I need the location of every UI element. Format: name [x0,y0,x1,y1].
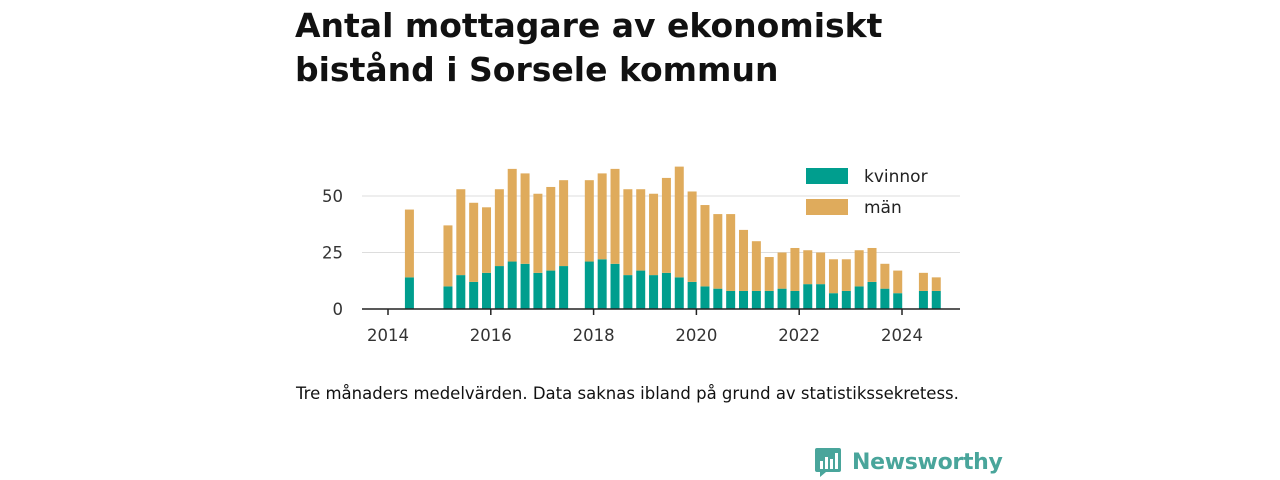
bar-kvinnor [507,261,517,309]
bar-man [687,191,697,282]
legend-swatch-man [806,199,848,215]
bar-kvinnor [456,275,466,309]
x-tick-label: 2014 [367,326,409,345]
bar-kvinnor [931,290,941,309]
bar-man [494,189,504,267]
bar-kvinnor [610,263,620,309]
bar-man [726,214,736,291]
bar-kvinnor [880,288,890,309]
y-tick-label: 0 [333,300,344,319]
bar-man [597,173,607,260]
bar-kvinnor [739,290,749,309]
bar-kvinnor [790,290,800,309]
bar-kvinnor [404,277,414,309]
x-tick-label: 2022 [778,326,820,345]
bar-kvinnor [469,281,479,309]
bar-man [507,168,517,262]
bar-kvinnor [867,281,877,309]
bar-man [739,229,749,291]
bar-kvinnor [751,290,761,309]
bar-kvinnor [661,272,671,309]
bar-man [661,177,671,273]
bar-man [649,193,659,276]
bar-kvinnor [482,272,492,309]
x-tick-label: 2018 [573,326,615,345]
x-tick-label: 2016 [470,326,512,345]
bar-man [636,189,646,271]
bar-kvinnor [559,266,569,309]
chart-title: Antal mottagare av ekonomiskt bistånd i … [295,6,883,89]
bar-kvinnor [533,272,543,309]
bar-man [520,173,530,264]
bar-kvinnor [597,259,607,309]
legend-label: kvinnor [864,167,928,187]
bar-kvinnor [649,275,659,309]
x-tick-label: 2024 [881,326,923,345]
bar-kvinnor [764,290,774,309]
y-tick-label: 25 [322,244,343,263]
bar-man [713,214,723,289]
brand-name: Newsworthy [852,449,1003,475]
brand-logo[interactable]: Newsworthy [814,446,1003,478]
x-tick-label: 2020 [675,326,717,345]
bar-man [674,166,684,278]
bar-man [867,247,877,282]
bar-man [443,225,453,287]
bar-kvinnor [623,275,633,309]
bar-kvinnor [803,284,813,309]
bar-man [469,202,479,282]
bar-man [816,252,826,285]
bar-kvinnor [520,263,530,309]
bar-kvinnor [674,277,684,309]
y-tick-label: 50 [322,187,343,206]
bar-kvinnor [828,293,838,309]
bar-man [700,205,710,287]
bar-kvinnor [546,270,556,309]
bar-kvinnor [777,288,787,309]
bar-man [482,207,492,273]
bar-man [777,252,787,289]
bar-man [880,263,890,289]
bar-kvinnor [687,281,697,309]
bar-man [841,259,851,291]
bar-man [764,257,774,291]
bar-man [893,270,903,294]
bar-kvinnor [841,290,851,309]
bar-kvinnor [494,266,504,309]
bar-man [610,168,620,264]
bar-kvinnor [443,286,453,309]
bar-kvinnor [713,288,723,309]
bar-man [828,259,838,294]
bar-man [790,247,800,291]
bar-man [404,209,414,278]
bar-kvinnor [584,261,594,309]
bar-man [918,272,928,291]
bar-kvinnor [918,290,928,309]
bar-man [584,180,594,262]
bar-kvinnor [854,286,864,309]
legend-label: män [864,198,902,218]
bar-man [456,189,466,276]
bar-kvinnor [893,293,903,309]
bar-man [931,277,941,291]
bar-man [546,186,556,271]
bar-kvinnor [726,290,736,309]
bar-man [533,193,543,273]
stacked-bar-chart: 0 25 50 2014 2016 2018 2020 2022 2024 kvinnor män [322,166,960,345]
bar-kvinnor [816,284,826,309]
bar-man [751,241,761,291]
bar-kvinnor [636,270,646,309]
legend-swatch-kvinnor [806,168,848,184]
bar-man [803,250,813,285]
bar-man [623,189,633,276]
bar-man [854,250,864,287]
chart-caption: Tre månaders medelvärden. Data saknas ib… [296,384,959,403]
newsworthy-bar-chart-icon [815,448,841,477]
bar-kvinnor [700,286,710,309]
bar-man [559,180,569,267]
